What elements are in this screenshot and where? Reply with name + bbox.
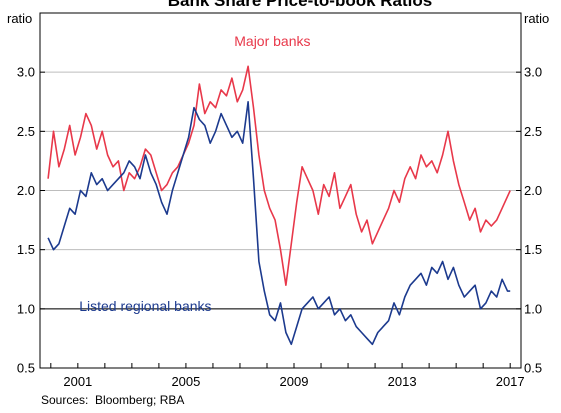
chart-title: Bank Share Price-to-book Ratios <box>168 0 433 10</box>
right-axis-unit: ratio <box>524 11 549 26</box>
y-tick-label-right: 2.5 <box>524 124 542 139</box>
y-tick-label-right: 2.0 <box>524 183 542 198</box>
y-tick-label-right: 1.0 <box>524 301 542 316</box>
gridlines <box>40 71 521 310</box>
y-tick-label-right: 3.0 <box>524 65 542 80</box>
x-tick-label: 2013 <box>388 374 417 389</box>
sources-note: Sources: Bloomberg; RBA <box>41 393 185 407</box>
y-tick-label-right: 1.5 <box>524 242 542 257</box>
series-label: Major banks <box>234 33 310 49</box>
y-tick-label-right: 0.5 <box>524 361 542 376</box>
series-labels: Major banks Listed regional banks <box>79 33 310 314</box>
y-tick-label-left: 2.0 <box>17 183 35 198</box>
y-tick-label-left: 3.0 <box>17 65 35 80</box>
y-tick-label-left: 1.5 <box>17 242 35 257</box>
series-label: Listed regional banks <box>79 298 211 314</box>
y-tick-label-left: 1.0 <box>17 301 35 316</box>
x-tick-label: 2009 <box>280 374 309 389</box>
x-tick-label: 2017 <box>496 374 525 389</box>
ticks: 0.5 0.5 1.0 1.0 1.5 1.5 2.0 2.0 2.5 2.5 3.0 3.0 2001… <box>17 65 542 389</box>
series-line-1 <box>47 101 511 346</box>
x-tick-label: 2001 <box>63 374 92 389</box>
y-tick-label-left: 2.5 <box>17 124 35 139</box>
y-tick-label-left: 0.5 <box>17 361 35 376</box>
left-axis-unit: ratio <box>7 11 32 26</box>
x-tick-label: 2005 <box>171 374 200 389</box>
series-layer <box>47 65 511 346</box>
series-line-0 <box>47 65 511 287</box>
